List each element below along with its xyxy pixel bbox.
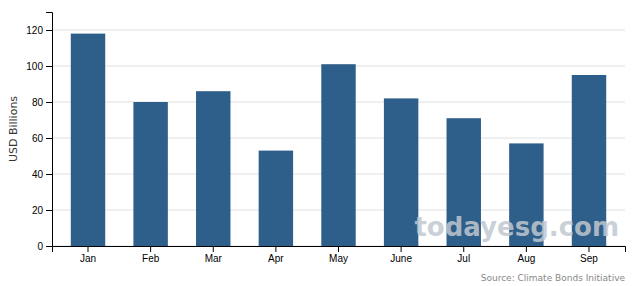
tick-label: Jul — [457, 253, 470, 264]
bar — [71, 34, 105, 246]
tick-mark — [46, 246, 52, 247]
y-axis-title: USD Billions — [7, 96, 20, 162]
tick-mark — [526, 246, 527, 252]
tick-label: 0 — [37, 241, 43, 252]
tick: June — [390, 246, 412, 264]
tick-label: June — [390, 253, 412, 264]
tick-label: Sep — [580, 253, 598, 264]
grid — [52, 30, 625, 246]
tick: 20 — [32, 205, 52, 216]
tick-label: 80 — [32, 97, 44, 108]
tick: Feb — [142, 246, 160, 264]
tick: 0 — [37, 241, 52, 252]
tick-mark — [401, 246, 402, 252]
source-note: Source: Climate Bonds Initiative — [481, 273, 626, 283]
tick-label: Feb — [142, 253, 160, 264]
tick: May — [329, 246, 348, 264]
tick-mark — [46, 138, 52, 139]
tick-label: Apr — [268, 253, 284, 264]
tick-mark — [46, 102, 52, 103]
x-axis: Jan Feb Mar Apr May June Jul Aug Sep — [53, 246, 626, 264]
tick-label: 60 — [32, 133, 44, 144]
tick-label: May — [329, 253, 348, 264]
chart: 0 20 40 60 80 100 120 Jan Feb Mar Apr May June Jul Aug… — [0, 0, 637, 286]
tick-label: Mar — [205, 253, 223, 264]
tick: 100 — [26, 61, 52, 72]
tick-mark — [46, 66, 52, 67]
tick: 80 — [32, 97, 52, 108]
tick: Jul — [457, 246, 470, 264]
tick-label: Aug — [517, 253, 535, 264]
tick-mark — [275, 246, 276, 252]
tick-mark — [150, 246, 151, 252]
watermark: todayesg.com — [414, 212, 619, 242]
bar — [384, 98, 418, 246]
tick: 40 — [32, 169, 52, 180]
tick-mark — [88, 246, 89, 252]
grid-line — [52, 30, 625, 31]
tick: 60 — [32, 133, 52, 144]
tick: Aug — [517, 246, 535, 264]
tick: 120 — [26, 25, 52, 36]
tick-mark — [213, 246, 214, 252]
tick: Mar — [205, 246, 223, 264]
tick: Apr — [268, 246, 284, 264]
tick-mark — [46, 30, 52, 31]
tick-label: 20 — [32, 205, 44, 216]
axis-line — [46, 13, 53, 247]
tick-label: 120 — [26, 25, 43, 36]
tick-mark — [463, 246, 464, 252]
y-axis: 0 20 40 60 80 100 120 — [26, 13, 52, 252]
tick-mark — [46, 210, 52, 211]
bar — [133, 102, 167, 246]
tick-label: 40 — [32, 169, 44, 180]
tick-label: Jan — [80, 253, 96, 264]
bar — [321, 64, 355, 246]
axis-line — [53, 247, 626, 253]
tick-mark — [338, 246, 339, 252]
tick: Jan — [80, 246, 96, 264]
bar — [259, 151, 293, 246]
tick-mark — [46, 174, 52, 175]
tick-label: 100 — [26, 61, 43, 72]
tick: Sep — [580, 246, 598, 264]
plot: 0 20 40 60 80 100 120 Jan Feb Mar Apr May June Jul Aug… — [26, 13, 625, 265]
bar — [196, 91, 230, 246]
tick-mark — [588, 246, 589, 252]
